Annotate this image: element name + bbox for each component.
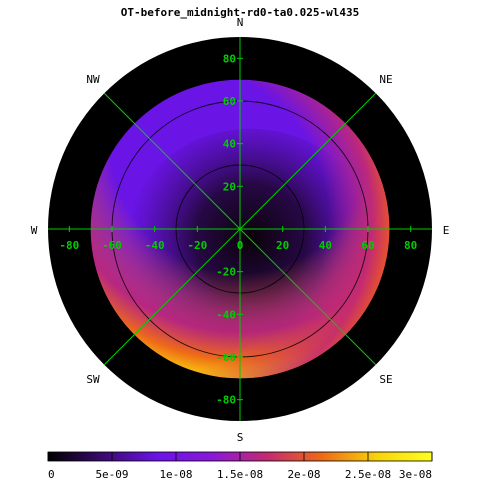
- colorbar-tick-label: 5e-09: [95, 468, 128, 480]
- compass-nw: NW: [86, 73, 100, 86]
- compass-ne: NE: [379, 73, 392, 86]
- x-tick-label: 0: [237, 239, 244, 252]
- y-tick-label: 20: [223, 180, 236, 193]
- x-tick-label: -60: [102, 239, 122, 252]
- colorbar-tick-label: 2.5e-08: [345, 468, 391, 480]
- compass-n: N: [237, 16, 244, 29]
- colorbar-ticks: 0 5e-09 1e-08 1.5e-08 2e-08 2.5e-08 3e-08: [47, 452, 433, 481]
- colorbar-tick-label: 1.5e-08: [217, 468, 263, 480]
- y-tick-labels: 80 60 40 20 -20 -40 -60 -80: [216, 52, 243, 407]
- compass-sw: SW: [86, 373, 100, 386]
- colorbar-tick-label: 3e-08: [399, 468, 432, 480]
- x-tick-label: 20: [276, 239, 289, 252]
- y-tick-label: 40: [223, 138, 236, 151]
- y-tick-label: -60: [216, 351, 236, 364]
- x-tick-label: 60: [361, 239, 374, 252]
- colorbar-tick-label: 0: [48, 468, 55, 480]
- colorbar-tick-label: 1e-08: [159, 468, 192, 480]
- y-tick-label: -80: [216, 394, 236, 407]
- colorbar-tick-label: 2e-08: [287, 468, 320, 480]
- y-tick-label: -40: [216, 308, 236, 321]
- x-tick-label: -20: [187, 239, 207, 252]
- x-tick-label: -80: [59, 239, 79, 252]
- compass-s: S: [237, 431, 244, 444]
- x-tick-labels: -80 -60 -40 -20 0 20 40 60 80: [59, 226, 417, 252]
- y-tick-label: 80: [223, 52, 236, 65]
- x-tick-label: -40: [145, 239, 165, 252]
- compass-e: E: [443, 224, 450, 237]
- compass-w: W: [31, 224, 38, 237]
- x-tick-label: 40: [319, 239, 332, 252]
- y-tick-label: -20: [216, 266, 236, 279]
- x-tick-label: 80: [404, 239, 417, 252]
- compass-se: SE: [379, 373, 392, 386]
- y-tick-label: 60: [223, 95, 236, 108]
- chart-title: OT-before_midnight-rd0-ta0.025-wl435: [121, 6, 359, 19]
